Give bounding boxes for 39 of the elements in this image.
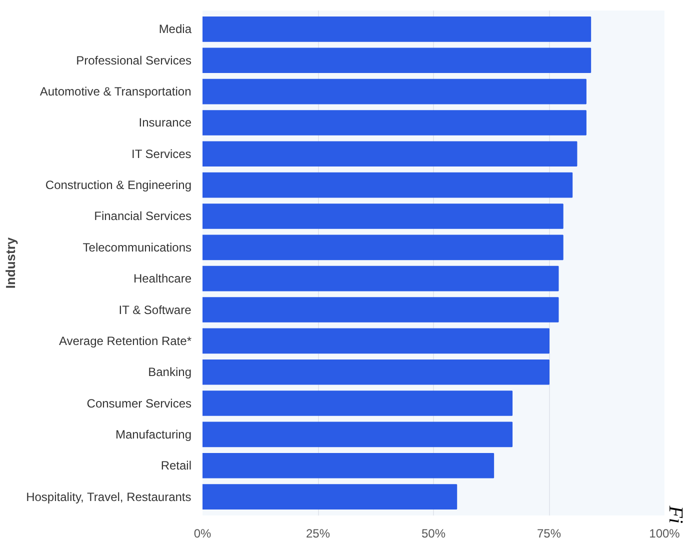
- bar: [202, 141, 578, 167]
- x-tick-label: 75%: [536, 526, 562, 540]
- bar: [202, 266, 559, 292]
- x-tick-label: 50%: [421, 526, 446, 540]
- bar: [202, 297, 559, 322]
- bar: [202, 234, 564, 260]
- bar: [202, 390, 513, 416]
- y-axis-title: Industry: [3, 236, 18, 289]
- bar: [202, 422, 513, 448]
- bar: [202, 48, 592, 74]
- y-tick-label: Banking: [148, 365, 192, 380]
- y-tick-label: Hospitality, Travel, Restaurants: [26, 490, 192, 504]
- bar: [202, 484, 458, 510]
- y-tick-label: Financial Services: [94, 209, 192, 224]
- y-tick-label: Insurance: [138, 116, 192, 130]
- bar: [202, 172, 573, 198]
- bar: [202, 16, 592, 42]
- y-tick-label: Media: [158, 22, 192, 36]
- annotation: Fi: [664, 504, 686, 524]
- y-tick-label: IT & Software: [118, 302, 192, 317]
- y-tick-label: Automotive & Transportation: [40, 84, 192, 99]
- x-tick-label: 0%: [194, 526, 212, 540]
- y-tick-label: Professional Services: [76, 53, 192, 68]
- y-tick-label: Construction & Engineering: [45, 178, 192, 192]
- bar: [202, 452, 494, 478]
- bar: [202, 78, 586, 104]
- y-tick-label: Healthcare: [133, 272, 192, 286]
- y-tick-label: Retail: [160, 458, 192, 473]
- x-tick-label: 100%: [649, 526, 680, 540]
- bar: [202, 359, 550, 385]
- y-tick-label: Consumer Services: [86, 396, 192, 410]
- y-tick-label: IT Services: [131, 146, 192, 161]
- x-tick-label: 25%: [306, 526, 330, 540]
- y-tick-label: Manufacturing: [115, 427, 192, 442]
- y-tick-label: Telecommunications: [82, 240, 192, 254]
- y-tick-label: Average Retention Rate*: [58, 334, 192, 348]
- bar: [202, 110, 586, 136]
- bar: [202, 328, 550, 354]
- bar: [202, 204, 564, 229]
